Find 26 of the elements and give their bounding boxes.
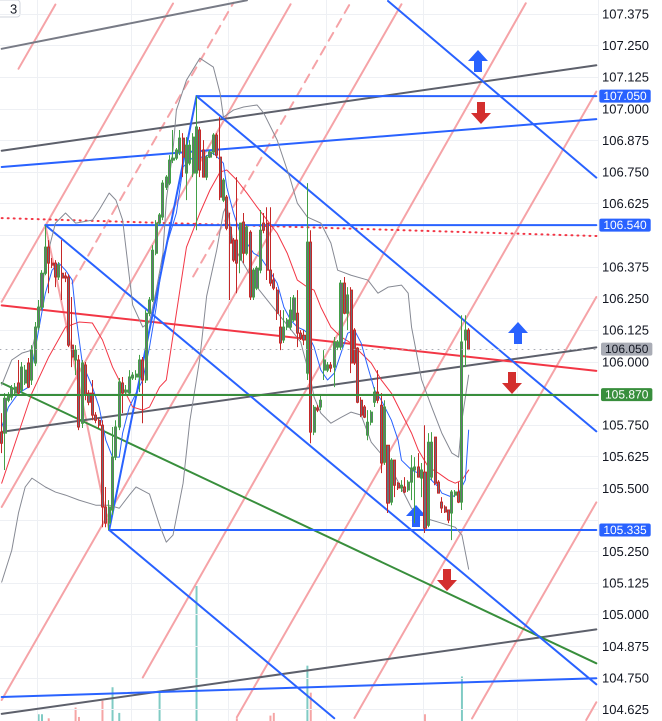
y-tick-label: 104.625 <box>602 702 649 718</box>
y-tick-label: 107.125 <box>602 70 649 85</box>
y-tick-label: 105.750 <box>602 418 649 433</box>
data-label: 107.050 <box>603 89 648 104</box>
data-label: 105.335 <box>603 523 648 537</box>
y-tick-label: 107.250 <box>602 38 649 54</box>
ref-line-label: 105.870 <box>605 388 649 402</box>
ref-line-label: 106.050 <box>605 342 649 356</box>
y-tick-label: 105.500 <box>602 480 649 496</box>
data-label: 106.540 <box>603 218 648 232</box>
y-tick-label: 106.375 <box>602 259 649 274</box>
y-tick-label: 106.125 <box>602 322 649 338</box>
y-tick-label: 106.250 <box>602 291 649 306</box>
y-tick-label: 106.625 <box>602 196 649 212</box>
y-tick-label: 104.875 <box>602 638 649 654</box>
annotation: 3 <box>10 2 18 16</box>
y-tick-label: 106.000 <box>602 354 649 370</box>
y-tick-label: 105.125 <box>602 576 649 591</box>
y-tick-label: 105.000 <box>602 607 649 622</box>
y-tick-label: 107.000 <box>602 101 649 116</box>
y-tick-label: 106.875 <box>602 132 649 148</box>
y-tick-label: 107.375 <box>602 6 649 22</box>
y-tick-label: 105.250 <box>602 544 649 559</box>
y-tick-label: 104.750 <box>602 670 649 686</box>
y-tick-label: 105.625 <box>602 449 649 464</box>
y-tick-label: 106.750 <box>602 164 649 180</box>
